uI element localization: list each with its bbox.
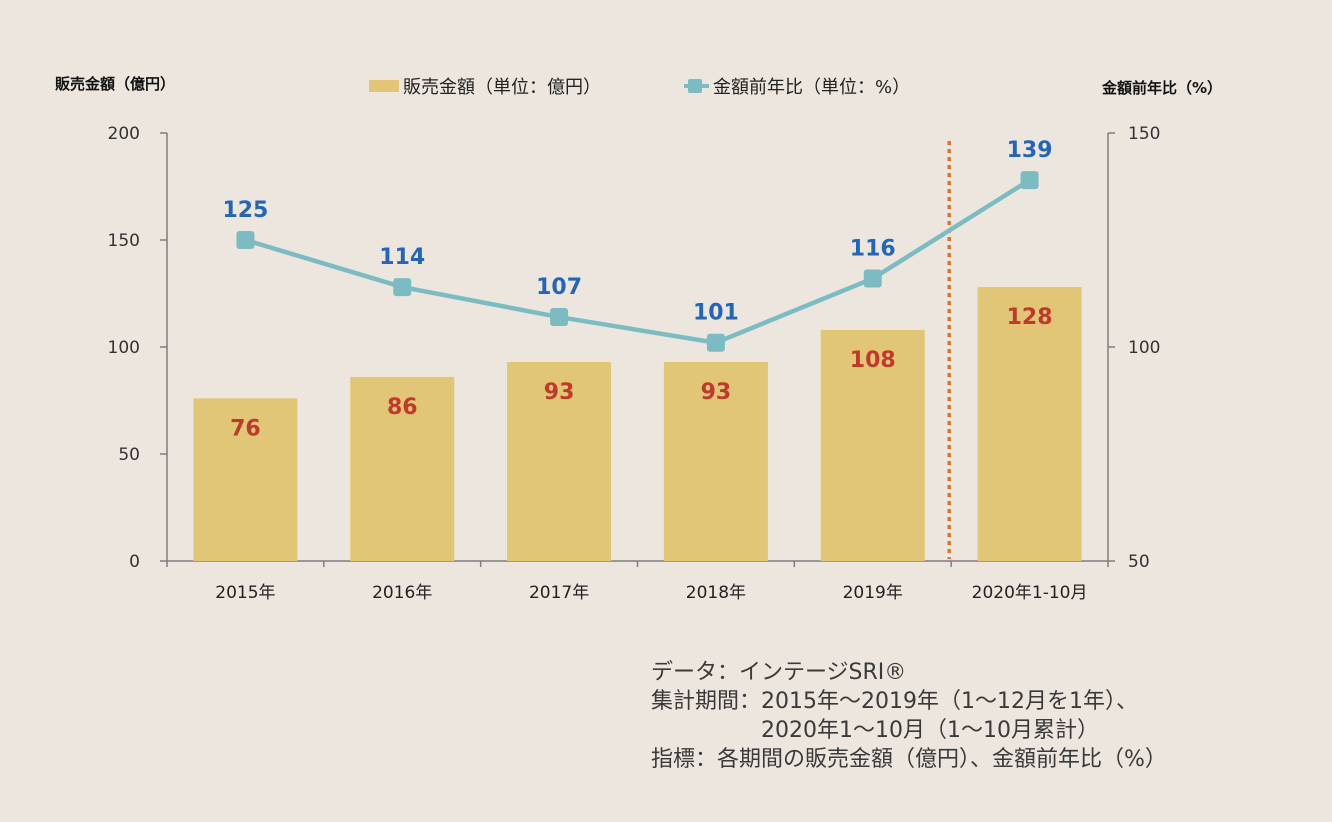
bar-value-label: 93	[544, 380, 575, 405]
x-axis-tick-label: 2017年	[529, 583, 589, 603]
left-axis-tick-label: 150	[108, 231, 140, 251]
note-indicator: 指標：各期間の販売金額（億円）、金額前年比（%）	[651, 747, 1167, 772]
left-axis-tick-label: 200	[108, 124, 140, 144]
line-marker	[550, 308, 569, 327]
line-value-label: 139	[1007, 138, 1053, 163]
left-axis-tick-label: 0	[129, 552, 140, 572]
line-value-label: 101	[693, 301, 739, 326]
line-value-label: 114	[379, 245, 425, 270]
legend-bar-swatch	[369, 80, 399, 92]
legend: 販売金額（単位：億円） 金額前年比（単位：%）	[369, 77, 910, 98]
line-path	[244, 178, 1031, 345]
combo-chart: 販売金額（億円） 金額前年比（%） 販売金額（単位：億円） 金額前年比（単位：%…	[55, 75, 1222, 603]
left-axis-title: 販売金額（億円）	[55, 75, 175, 93]
bar	[663, 361, 768, 561]
source-notes: データ：インテージSRI® 集計期間：2015年～2019年（1～12月を1年）…	[651, 658, 1167, 774]
axes: 0 50 100 150 200 50 100 150 2015年 2016年 2017年 2018年…	[108, 124, 1161, 603]
bar-value-label: 108	[850, 348, 896, 373]
line-marker	[236, 231, 255, 249]
x-axis-tick-label: 2020年1-10月	[972, 583, 1088, 603]
bar	[977, 287, 1082, 561]
right-axis-title: 金額前年比（%）	[1101, 79, 1222, 97]
bar	[350, 376, 455, 561]
line-marker	[393, 278, 412, 297]
x-axis-tick-label: 2019年	[843, 583, 903, 603]
bar	[507, 361, 612, 561]
line-value-label: 116	[850, 237, 896, 262]
right-axis-tick-label: 150	[1128, 124, 1160, 144]
line-marker	[863, 269, 882, 288]
bar-value-label: 76	[230, 416, 261, 441]
line-value-label: 107	[536, 275, 582, 300]
bar-value-label: 93	[701, 380, 732, 405]
left-axis-tick-label: 50	[118, 445, 140, 465]
legend-bar-label: 販売金額（単位：億円）	[403, 77, 601, 98]
line-marker	[706, 333, 725, 352]
note-period-cont: 2020年1～10月（1～10月累計）	[651, 718, 1099, 743]
bar-value-label: 128	[1007, 305, 1053, 330]
right-axis-tick-label: 100	[1128, 338, 1160, 358]
legend-line-swatch	[684, 79, 709, 93]
line-series	[236, 171, 1039, 352]
data-labels: 76 86 93 93 108 128 125 114 107 101 116 139	[222, 138, 1052, 441]
bar	[193, 398, 298, 561]
note-period: 集計期間：2015年～2019年（1～12月を1年）、	[651, 689, 1138, 714]
bar	[820, 329, 925, 561]
note-data-source: データ：インテージSRI®	[651, 660, 907, 685]
x-axis-tick-label: 2016年	[372, 583, 432, 603]
line-value-label: 125	[222, 198, 268, 223]
left-axis-tick-label: 100	[108, 338, 140, 358]
legend-line-label: 金額前年比（単位：%）	[713, 77, 910, 98]
x-axis-tick-label: 2018年	[686, 583, 746, 603]
x-axis-tick-label: 2015年	[215, 583, 275, 603]
right-axis-tick-label: 50	[1128, 552, 1150, 572]
bar-series	[193, 287, 1082, 561]
bar-value-label: 86	[387, 395, 418, 420]
line-marker	[1020, 171, 1039, 190]
